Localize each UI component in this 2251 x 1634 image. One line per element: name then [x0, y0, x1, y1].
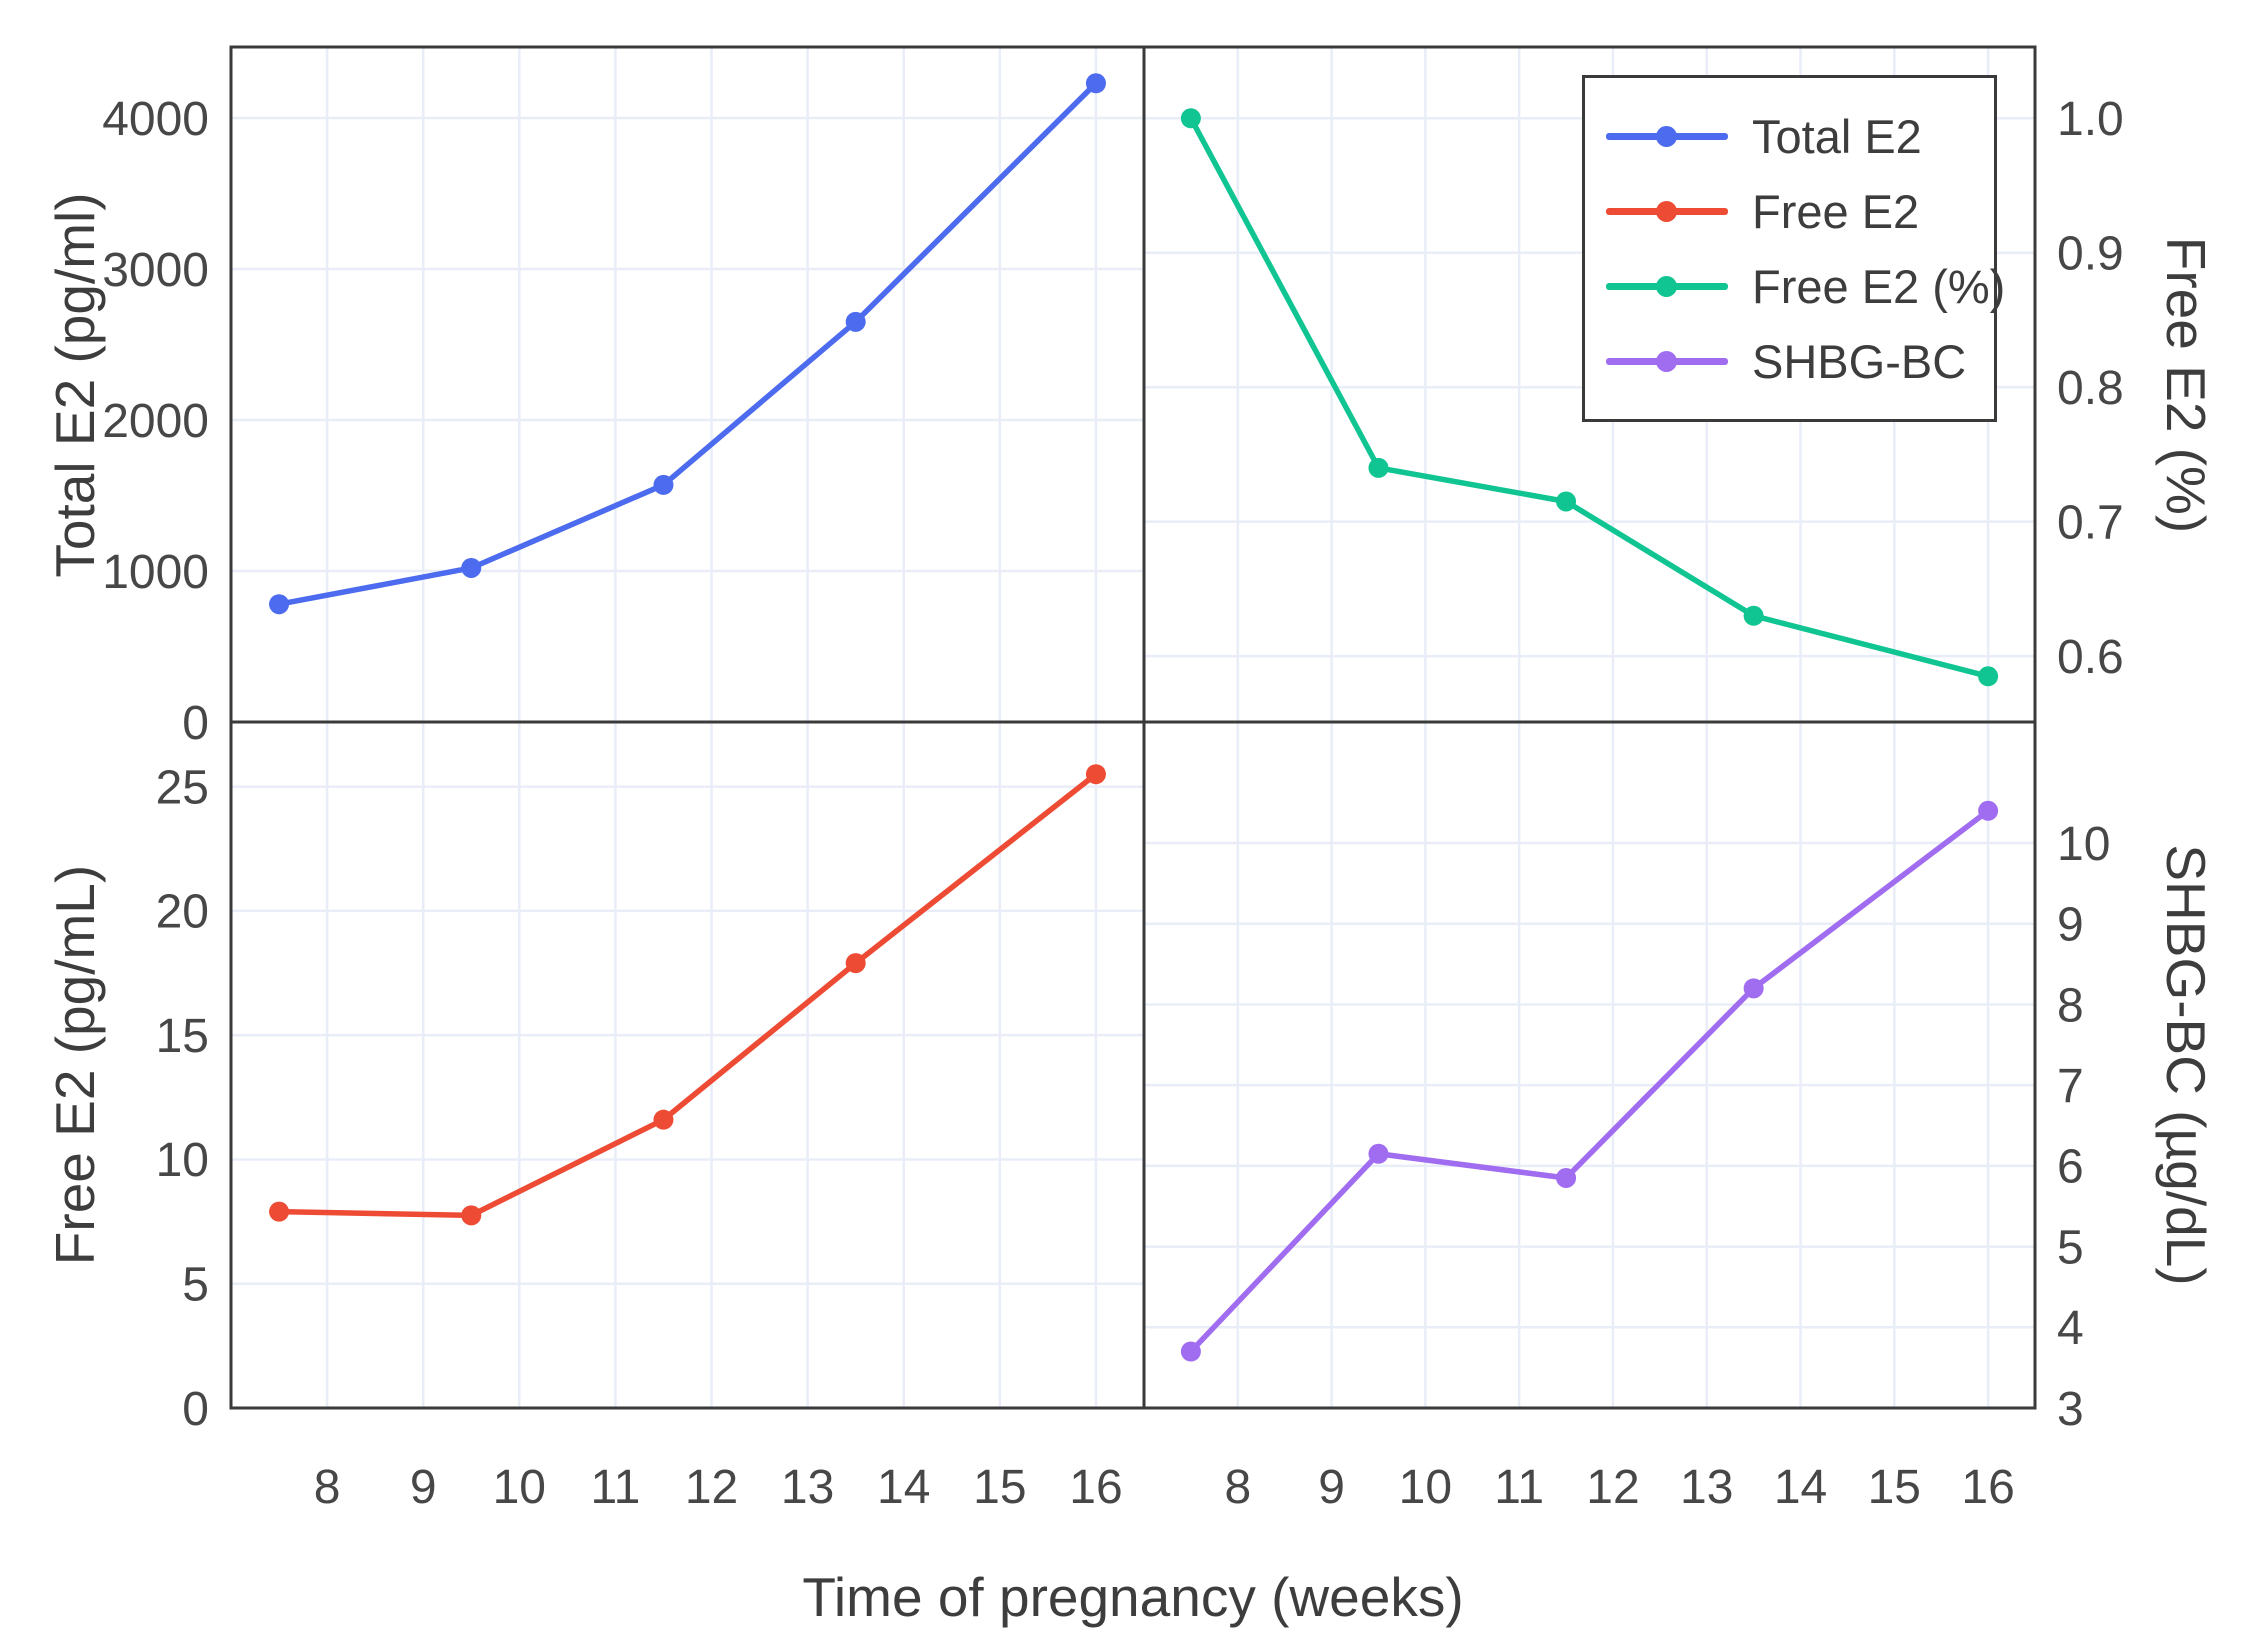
- legend-swatch-shbg-bc: [1606, 350, 1728, 372]
- y-tick-label: 25: [156, 761, 209, 814]
- legend-swatch-free-e2: [1606, 200, 1728, 222]
- x-tick-label: 13: [1680, 1461, 1733, 1514]
- x-tick-label: 8: [314, 1461, 341, 1514]
- x-tick-label: 14: [877, 1461, 930, 1514]
- data-point: [1085, 73, 1106, 94]
- x-tick-label: 8: [1224, 1461, 1251, 1514]
- y-axis-label-shbg-bc: SHBG-BC (µg/dL): [2155, 844, 2217, 1286]
- legend-item-shbg-bc: SHBG-BC: [1606, 324, 1994, 399]
- x-tick-label: 9: [1318, 1461, 1345, 1514]
- y-tick-label: 0.7: [2057, 496, 2124, 549]
- data-point: [845, 311, 866, 332]
- x-tick-label: 16: [1069, 1461, 1122, 1514]
- data-point: [1368, 457, 1389, 478]
- legend-swatch-free-e2-pct: [1606, 275, 1728, 297]
- legend-label: Total E2: [1752, 109, 1922, 163]
- x-tick-label: 11: [591, 1461, 641, 1514]
- x-tick-label: 12: [685, 1461, 738, 1514]
- data-point: [1978, 800, 1999, 821]
- y-tick-label: 0.6: [2057, 631, 2124, 684]
- data-point: [1368, 1143, 1389, 1164]
- x-axis-label: Time of pregnancy (weeks): [802, 1566, 1464, 1628]
- legend-item-total-e2: Total E2: [1606, 99, 1994, 174]
- x-tick-label: 11: [1494, 1461, 1544, 1514]
- data-point: [269, 1201, 290, 1222]
- panel-border: [229, 45, 1146, 724]
- data-point: [1556, 491, 1577, 512]
- y-tick-label: 1000: [102, 546, 209, 599]
- y-tick-label: 0: [182, 697, 209, 750]
- x-tick-label: 15: [973, 1461, 1026, 1514]
- y-tick-label: 9: [2057, 899, 2084, 952]
- series-line-bottom-right: [1188, 808, 1991, 1355]
- series-line-top-left: [276, 80, 1099, 607]
- y-tick-label: 8: [2057, 979, 2084, 1032]
- spines-layer: [229, 45, 2037, 1410]
- data-point: [269, 594, 290, 615]
- y-tick-label: 0.9: [2057, 228, 2124, 281]
- series-layer: [269, 73, 1999, 1362]
- data-point: [1085, 764, 1106, 785]
- x-tick-label: 14: [1774, 1461, 1827, 1514]
- y-axis-label-total-e2: Total E2 (pg/ml): [44, 192, 106, 578]
- legend-item-free-e2: Free E2: [1606, 174, 1994, 249]
- y-tick-label: 2000: [102, 395, 209, 448]
- y-tick-label: 3: [2057, 1383, 2084, 1436]
- data-point: [1978, 666, 1999, 687]
- x-tick-label: 15: [1868, 1461, 1921, 1514]
- data-point: [653, 474, 674, 495]
- panel-border: [1142, 720, 2037, 1410]
- x-tick-label: 10: [493, 1461, 546, 1514]
- x-tick-label: 10: [1399, 1461, 1452, 1514]
- data-point: [845, 953, 866, 974]
- data-point: [653, 1109, 674, 1130]
- y-axis-label-free-e2-pct: Free E2 (%): [2155, 236, 2217, 534]
- data-point: [461, 557, 482, 578]
- y-tick-label: 0: [182, 1383, 209, 1436]
- data-point: [1743, 605, 1764, 626]
- y-tick-label: 0.8: [2057, 362, 2124, 415]
- y-tick-label: 20: [156, 886, 209, 939]
- y-tick-label: 4: [2057, 1302, 2084, 1355]
- series-line-bottom-left: [276, 771, 1099, 1219]
- data-point: [1180, 1341, 1201, 1362]
- y-tick-label: 3000: [102, 244, 209, 297]
- legend: Total E2 Free E2 Free E2 (%) SHBG-BC: [1582, 75, 2005, 422]
- y-tick-label: 5: [182, 1259, 209, 1312]
- data-point: [1556, 1167, 1577, 1188]
- legend-swatch-total-e2: [1606, 125, 1728, 147]
- y-tick-label: 5: [2057, 1221, 2084, 1274]
- y-tick-label: 4000: [102, 93, 209, 146]
- data-point: [1743, 978, 1764, 999]
- panel-border: [229, 720, 1146, 1410]
- data-point: [461, 1205, 482, 1226]
- x-tick-label: 12: [1586, 1461, 1639, 1514]
- x-tick-label: 13: [781, 1461, 834, 1514]
- y-tick-label: 1.0: [2057, 93, 2124, 146]
- legend-label: SHBG-BC: [1752, 334, 1967, 388]
- tick-labels-layer: 0 1000 2000 3000 4000 0.6 0.7 0.8 0.9 1.0 0 5 10 15 20…: [102, 93, 2124, 1514]
- y-tick-label: 6: [2057, 1141, 2084, 1194]
- y-tick-label: 10: [2057, 818, 2110, 871]
- legend-label: Free E2 (%): [1752, 259, 2006, 313]
- x-tick-label: 16: [1961, 1461, 2014, 1514]
- y-tick-label: 10: [156, 1134, 209, 1187]
- legend-label: Free E2: [1752, 184, 1920, 238]
- legend-item-free-e2-pct: Free E2 (%): [1606, 249, 2005, 324]
- x-tick-label: 9: [410, 1461, 437, 1514]
- y-tick-label: 15: [156, 1010, 209, 1063]
- data-point: [1180, 108, 1201, 129]
- y-axis-label-free-e2: Free E2 (pg/mL): [44, 864, 106, 1266]
- y-tick-label: 7: [2057, 1060, 2084, 1113]
